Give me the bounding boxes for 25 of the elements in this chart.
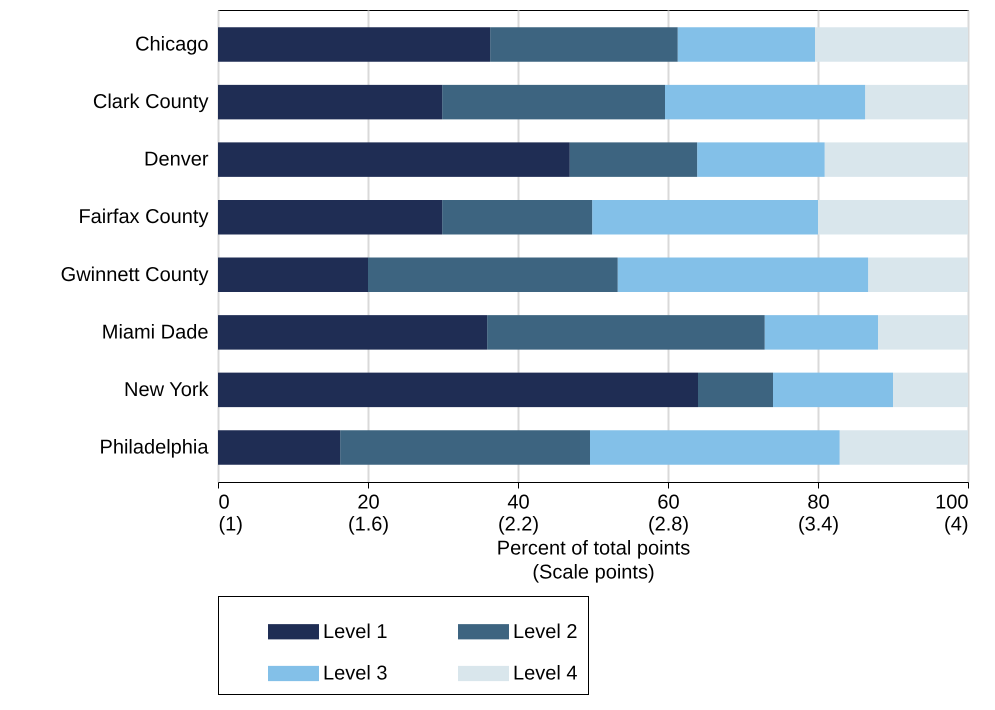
x-tick-label: 60 — [657, 492, 680, 514]
x-tick-label: 20 — [357, 492, 380, 514]
y-tick-label: Miami Dade — [102, 321, 208, 344]
x-tick-label: 80 — [807, 492, 830, 514]
x2-tick-label: (2.2) — [498, 514, 540, 536]
x2-tick-label: (4) — [944, 514, 968, 536]
x2-tick-label: (2.8) — [648, 514, 690, 536]
x-axis-title: Percent of total points (Scale points) — [496, 538, 690, 584]
y-tick-label: Fairfax County — [78, 206, 208, 228]
legend-label: Level 2 — [513, 620, 578, 643]
legend-label: Level 4 — [513, 662, 578, 684]
x-tick-label: 100 — [935, 492, 968, 514]
legend-label: Level 3 — [323, 662, 388, 684]
x-tick-label: 0 — [218, 492, 230, 514]
x2-tick-label: (1) — [218, 514, 243, 536]
y-tick-label: Chicago — [135, 34, 208, 56]
x2-tick-label: (3.4) — [798, 514, 840, 536]
y-tick-label: New York — [124, 378, 210, 401]
legend-label: Level 1 — [323, 620, 388, 643]
x-tick-label: 40 — [507, 492, 530, 514]
y-tick-label: Gwinnett County — [60, 264, 208, 286]
x2-tick-label: (1.6) — [348, 514, 390, 536]
y-tick-label: Clark County — [92, 91, 208, 114]
y-tick-label: Denver — [144, 148, 209, 171]
y-tick-label: Philadelphia — [100, 436, 210, 458]
